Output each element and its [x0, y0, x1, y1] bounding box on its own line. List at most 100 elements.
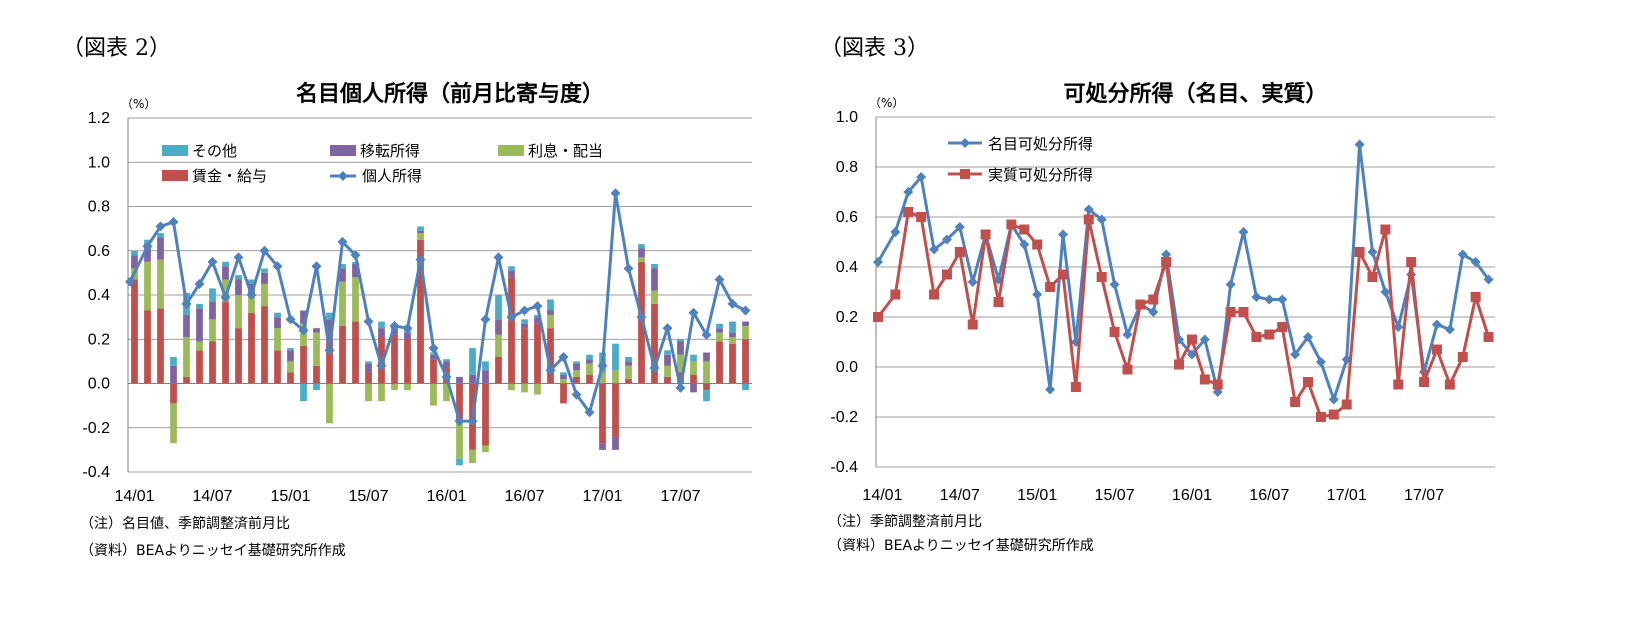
bar-segment [417, 239, 424, 384]
bar-segment [508, 383, 515, 391]
bar-segment [261, 283, 268, 307]
legend-label: 賃金・給与 [192, 167, 267, 185]
bar-segment [690, 361, 697, 375]
line-marker [1264, 329, 1275, 340]
bar-segment [287, 348, 294, 351]
bar-segment [170, 365, 177, 384]
bar-segment [612, 370, 619, 384]
bar-segment [430, 359, 437, 384]
bar-segment [508, 270, 515, 278]
y-unit-label: （%） [121, 97, 156, 111]
line-marker [1238, 227, 1249, 237]
legend-line-marker [960, 169, 970, 179]
bar-segment [352, 277, 359, 322]
figure-label-3: （図表 3） [820, 36, 929, 61]
bar-segment [703, 361, 710, 384]
y-tick-label: 0.0 [88, 376, 110, 393]
bar-segment [170, 383, 177, 404]
y-tick-label: 0.8 [836, 159, 858, 176]
bar-segment [352, 321, 359, 384]
legend-swatch [162, 170, 188, 181]
bar-segment [612, 436, 619, 450]
bar-segment [365, 361, 372, 364]
bar-segment [196, 350, 203, 384]
legend-label: 名目可処分所得 [988, 135, 1093, 153]
bar-segment [209, 288, 216, 302]
bar-segment [287, 372, 294, 384]
disposable-income-chart: -0.4 -0.2 0.0 0.2 0.4 0.6 0.8 1.0 可処分所得（名目、実質） （%… [800, 0, 1643, 625]
y-tick-label: 0.4 [836, 259, 858, 276]
bar-segment [482, 361, 489, 371]
line-marker [220, 292, 231, 303]
line-marker [1045, 282, 1056, 292]
legend-label: 実質可処分所得 [988, 166, 1093, 184]
bar-segment [612, 383, 619, 437]
y-tick-label: 0.2 [836, 309, 858, 326]
line-marker [480, 314, 491, 325]
line-marker [259, 245, 270, 256]
bar-segment [469, 374, 476, 384]
bar-segment [235, 295, 242, 329]
bar-segment [287, 350, 294, 362]
bar-segment [742, 339, 749, 384]
bar-segment [196, 341, 203, 351]
line-marker [890, 227, 901, 237]
line-marker [1303, 377, 1314, 387]
line-marker [1122, 364, 1133, 375]
y-tick-label: -0.2 [82, 420, 110, 437]
line-marker [1057, 229, 1068, 240]
bar-segment [625, 356, 632, 362]
line-marker [298, 325, 309, 336]
bar-segment [443, 383, 450, 402]
line-marker [558, 351, 569, 362]
line-marker [376, 360, 387, 371]
line-marker [1483, 274, 1494, 285]
bar-segment [599, 383, 606, 444]
bar-segment [248, 279, 255, 284]
line-marker [903, 187, 914, 197]
y-tick-label: 1.2 [88, 110, 110, 127]
bar-segment [443, 359, 450, 362]
line-marker [1341, 354, 1352, 365]
bar-segment [235, 279, 242, 295]
bar-segment [157, 259, 164, 309]
bar-segment [534, 323, 541, 384]
line-marker [207, 256, 218, 267]
line-marker [1264, 294, 1275, 305]
bar-segment [300, 345, 307, 384]
line-marker [1380, 224, 1391, 235]
bar-segment [742, 321, 749, 326]
bar-segment [261, 272, 268, 284]
bar-segment [716, 328, 723, 333]
figure-2-source: （資料）BEAよりニッセイ基礎研究所作成 [80, 543, 346, 559]
bar-segment [365, 363, 372, 373]
line-marker [337, 236, 348, 247]
bar-segment [651, 290, 658, 304]
bar-segment [378, 383, 385, 402]
bar-segment [209, 319, 216, 342]
line-marker [993, 297, 1004, 307]
bar-segment [339, 268, 346, 282]
line-marker [1057, 269, 1068, 280]
bar-segment [742, 383, 749, 391]
line-marker [714, 274, 725, 285]
line-marker [584, 407, 595, 418]
bar-segment [690, 374, 697, 384]
line-marker [916, 212, 927, 222]
y-tick-label: -0.2 [830, 409, 858, 426]
bar-segment [261, 306, 268, 384]
bar-segment [430, 352, 437, 355]
bar-segment [690, 383, 697, 393]
line-marker [168, 216, 179, 227]
bar-segment [417, 230, 424, 234]
bar-segment [456, 458, 463, 466]
bar-segment [196, 303, 203, 309]
line-marker [493, 252, 504, 263]
line-marker [1032, 239, 1043, 250]
bar-segment [274, 328, 281, 351]
y-tick-label: 0.4 [88, 287, 110, 304]
bar-segment [274, 312, 281, 318]
line-marker [675, 382, 686, 393]
y-tick-label: 0.0 [836, 359, 858, 376]
bar-segment [599, 443, 606, 450]
